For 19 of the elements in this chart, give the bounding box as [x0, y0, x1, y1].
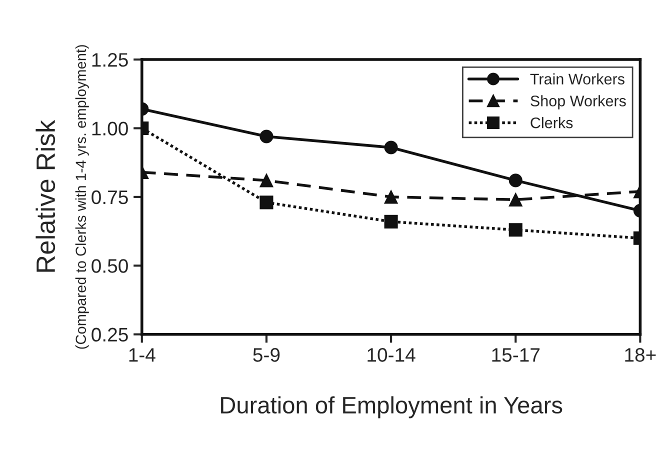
y-axis-title: Relative Risk [36, 120, 56, 272]
x-tick-label: 15-17 [492, 348, 540, 362]
x-axis-title: Duration of Employment in Years [221, 396, 562, 418]
y-tick-label: 0.25 [92, 328, 128, 342]
y-tick-label: 1.25 [92, 53, 128, 67]
point [384, 190, 398, 204]
y-tick-label: 0.75 [92, 190, 128, 204]
x-tick-label: 18+ [625, 348, 656, 362]
x-tick-label: 1-4 [129, 348, 156, 362]
y-tick-label: 0.50 [92, 259, 128, 273]
point [384, 140, 398, 154]
x-tick-label: 5-9 [253, 348, 280, 362]
legend-label: Clerks [530, 117, 573, 128]
point [384, 214, 398, 228]
legend-label: Train Workers [530, 73, 624, 85]
y-tick-label: 1.00 [92, 122, 128, 136]
text: (Compared to Clerks with 1-4 yrs. employment) [75, 45, 89, 349]
x-tick-label: 10-14 [368, 348, 416, 362]
legend-label: Shop Workers [530, 95, 626, 110]
